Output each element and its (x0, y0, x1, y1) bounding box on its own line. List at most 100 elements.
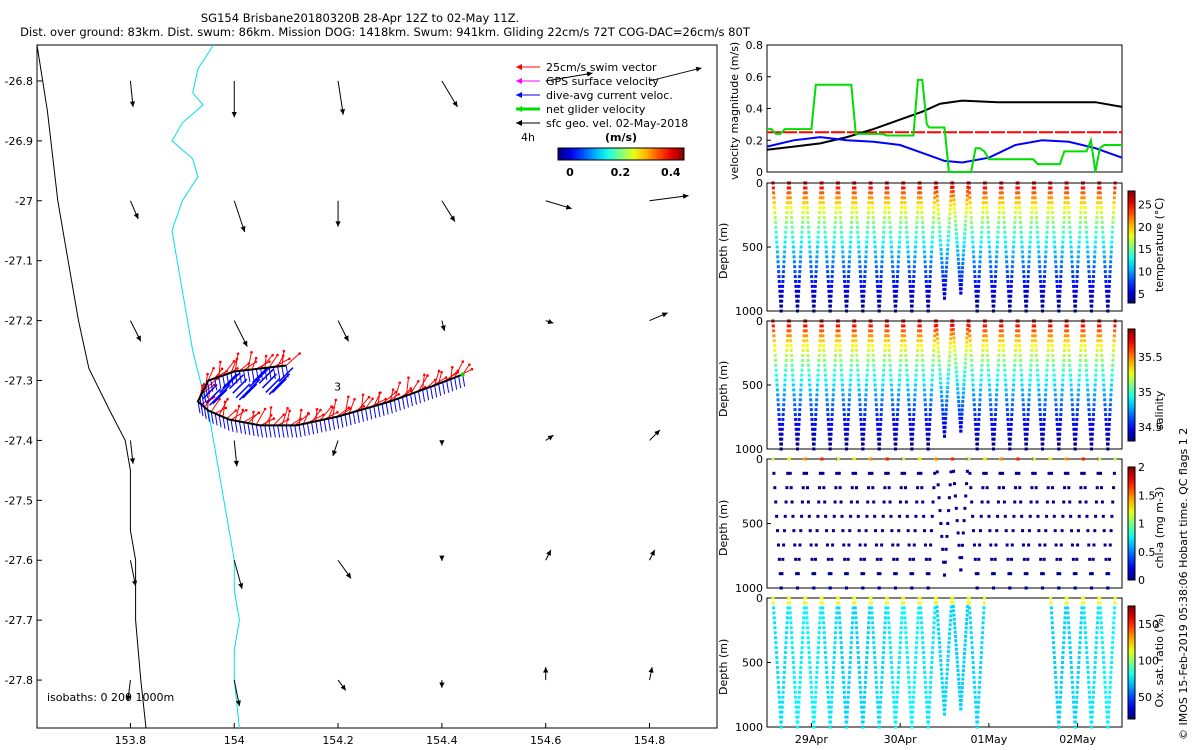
profile-point (832, 373, 836, 377)
profile-point (1056, 715, 1060, 719)
profile-point (1037, 529, 1041, 533)
profile-point (849, 235, 853, 239)
profile-point (1024, 586, 1028, 590)
profile-point (867, 611, 871, 615)
profile-point (928, 700, 932, 704)
profile-point (1088, 289, 1092, 293)
profile-point (828, 720, 832, 724)
profile-point (821, 196, 825, 200)
profile-point (988, 393, 992, 397)
colorbar-tick-label: 0.4 (661, 166, 681, 179)
profile-point (1092, 403, 1096, 407)
profile-point (933, 191, 937, 195)
profile-point (978, 675, 982, 679)
profile-point (847, 680, 851, 684)
profile-point (866, 220, 870, 224)
profile-point (954, 506, 958, 510)
profile-point (1047, 196, 1051, 200)
profile-point (955, 374, 959, 378)
profile-point (1032, 457, 1036, 461)
profile-point (793, 275, 797, 279)
profile-point (776, 260, 780, 264)
geostrophic-arrow-head (340, 684, 346, 691)
profile-point (952, 340, 956, 344)
profile-point (886, 606, 890, 610)
profile-point (903, 616, 907, 620)
profile-point (848, 665, 852, 669)
profile-point (893, 720, 897, 724)
profile-point (850, 206, 854, 210)
profile-point (914, 651, 918, 655)
geostrophic-arrow (545, 319, 554, 324)
profile-point (921, 235, 925, 239)
profile-point (963, 366, 967, 370)
profile-point (924, 279, 928, 283)
profile-point (801, 626, 805, 630)
profile-point (1051, 631, 1055, 635)
profile-point (957, 677, 961, 681)
profile-point (1105, 289, 1109, 293)
profile-point (815, 260, 819, 264)
profile-point (844, 304, 848, 308)
profile-point (899, 358, 903, 362)
colorbar-tick-label: 0.5 (1138, 546, 1156, 559)
profile-point (1075, 685, 1079, 689)
profile-point (864, 398, 868, 402)
profile-point (994, 270, 998, 274)
profile-point (920, 486, 924, 490)
profile-point (1103, 403, 1107, 407)
swim-vector-head (201, 384, 204, 387)
profile-point (781, 557, 785, 561)
current-vector (210, 411, 214, 424)
profile-point (930, 665, 934, 669)
profile-point (889, 373, 893, 377)
profile-point (926, 447, 930, 451)
profile-point (840, 383, 844, 387)
profile-point (1036, 514, 1040, 518)
profile-point (875, 270, 879, 274)
profile-point (975, 442, 979, 446)
profile-point (977, 685, 981, 689)
profile-point (897, 656, 901, 660)
profile-point (913, 255, 917, 259)
profile-point (916, 486, 920, 490)
profile-point (909, 705, 913, 709)
profile-point (859, 413, 863, 417)
profile-point (900, 196, 904, 200)
profile-point (975, 437, 979, 441)
profile-point (923, 529, 927, 533)
current-vector (218, 415, 222, 428)
profile-point (958, 416, 962, 420)
profile-point (809, 398, 813, 402)
profile-point (1033, 324, 1037, 328)
profile-point (863, 413, 867, 417)
profile-point (942, 560, 946, 564)
profile-point (777, 417, 781, 421)
profile-point (1095, 206, 1099, 210)
profile-point (981, 626, 985, 630)
y-tick-label: 500 (742, 518, 763, 531)
profile-point (854, 611, 858, 615)
profile-point (857, 529, 861, 533)
profile-point (894, 725, 897, 729)
profile-point (805, 616, 809, 620)
profile-point (1105, 437, 1109, 441)
profile-point (838, 339, 842, 343)
geostrophic-arrow-head (439, 440, 445, 446)
geostrophic-arrow (233, 200, 246, 233)
geostrophic-arrow-head (335, 221, 341, 227)
geostrophic-arrow (649, 193, 689, 202)
profile-point (969, 349, 973, 353)
profile-point (920, 626, 924, 630)
profile-point (859, 557, 863, 561)
profile-point (963, 232, 967, 236)
profile-point (1093, 245, 1097, 249)
swim-vector-head (347, 406, 351, 410)
profile-point (804, 601, 808, 605)
profile-point (994, 403, 998, 407)
profile-point (796, 294, 800, 298)
profile-point (1095, 349, 1099, 353)
profile-point (915, 358, 919, 362)
profile-point (828, 309, 832, 313)
current-vector (264, 425, 268, 438)
